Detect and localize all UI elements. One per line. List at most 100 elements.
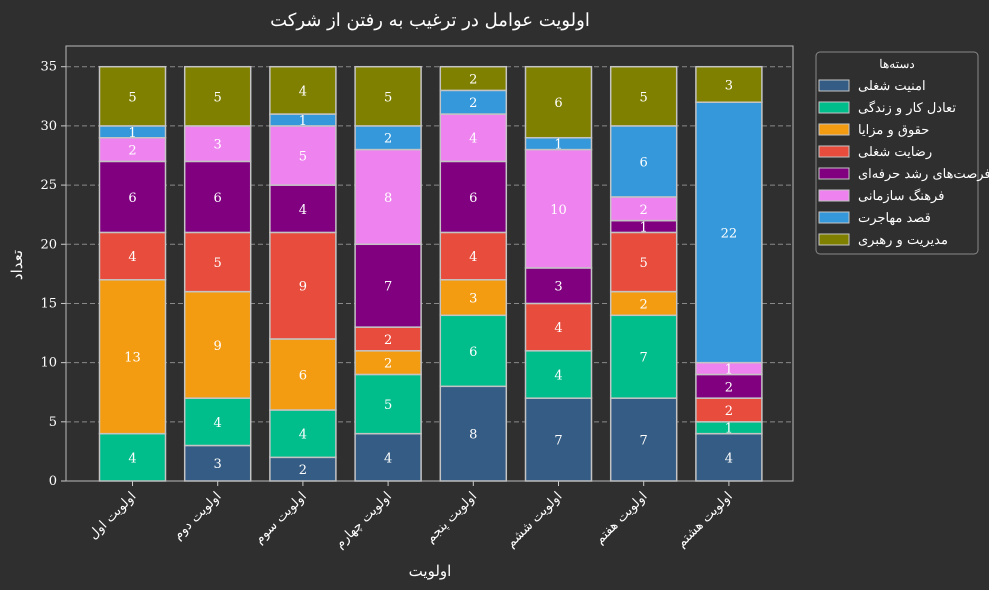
- bar-segment: [609, 125, 678, 198]
- bar-value-label: 4: [299, 84, 307, 99]
- bar-segment: [609, 314, 678, 399]
- bar-value-label: 4: [469, 132, 477, 147]
- bar-segment: [524, 148, 593, 269]
- bar-segment: [524, 65, 593, 139]
- bar-value-label: 6: [640, 155, 648, 170]
- bar-value-label: 2: [640, 203, 648, 218]
- bar-value-label: 5: [640, 256, 648, 271]
- bar-value-label: 5: [214, 90, 222, 105]
- bar-value-label: 5: [640, 90, 648, 105]
- x-axis-label: اولویت: [409, 562, 452, 580]
- bar-value-label: 9: [299, 280, 307, 295]
- bars: 4134621534956352469451445227825863464227…: [98, 65, 763, 482]
- bar-value-label: 1: [554, 138, 562, 153]
- bar-value-label: 2: [299, 463, 307, 478]
- bar-value-label: 2: [384, 333, 392, 348]
- bar-value-label: 6: [299, 368, 307, 383]
- bar-value-label: 7: [640, 434, 648, 449]
- bar-segment: [354, 373, 422, 435]
- bar-segment: [354, 432, 422, 482]
- bar-value-label: 2: [469, 96, 477, 111]
- bar-segment: [354, 65, 422, 127]
- legend-swatch: [818, 123, 850, 136]
- bar-value-label: 2: [640, 297, 648, 312]
- bar-value-label: 6: [128, 191, 136, 206]
- bar-value-label: 4: [469, 250, 477, 265]
- bar-value-label: 2: [725, 404, 733, 419]
- bar-segment: [439, 65, 508, 92]
- bar-value-label: 2: [384, 132, 392, 147]
- bar-segment: [695, 432, 763, 482]
- bar-value-label: 7: [640, 351, 648, 366]
- bar-segment: [269, 65, 337, 115]
- bar-segment: [439, 279, 508, 317]
- chart-title: اولویت عوامل در ترغیب به رفتن از شرکت: [270, 10, 590, 31]
- bar-segment: [269, 231, 337, 340]
- bar-segment: [98, 160, 167, 234]
- legend-swatch: [818, 101, 850, 114]
- bar-value-label: 4: [128, 250, 136, 265]
- y-tick-label: 5: [49, 415, 57, 430]
- bar-value-label: 4: [554, 368, 562, 383]
- bar-segment: [269, 409, 337, 459]
- legend-swatch: [818, 211, 850, 224]
- bar-segment: [98, 231, 167, 281]
- y-axis-ticks: 0 5 10 15 20 25 30 35: [40, 60, 66, 489]
- legend-entry-label: فرهنگ سازمانی: [858, 188, 944, 204]
- bar-segment: [183, 290, 252, 399]
- bar-value-label: 1: [128, 126, 136, 141]
- bar-segment: [269, 184, 337, 234]
- bar-value-label: 4: [214, 416, 222, 431]
- bar-segment: [98, 65, 167, 127]
- legend-entry-label: حقوق و مزایا: [858, 123, 929, 138]
- bar-value-label: 1: [725, 363, 733, 378]
- bar-segment: [524, 267, 593, 305]
- bar-segment: [695, 65, 763, 103]
- bar-segment: [269, 338, 337, 411]
- bar-value-label: 3: [214, 138, 222, 153]
- bar-segment: [439, 113, 508, 163]
- bar-value-label: 1: [299, 114, 307, 129]
- y-tick-label: 10: [40, 356, 57, 371]
- bar-value-label: 10: [550, 203, 567, 218]
- legend-swatch: [818, 167, 850, 180]
- bar-value-label: 3: [725, 78, 733, 93]
- bar-value-label: 4: [725, 451, 733, 466]
- legend-swatch: [818, 189, 850, 202]
- bar-segment: [98, 279, 167, 435]
- legend-entry-label: تعادل کار و زندگی: [858, 100, 956, 116]
- legend: دسته‌ها امنیت شغلی تعادل کار و زندگی حقوق و…: [815, 51, 989, 255]
- bar-segment: [183, 444, 252, 482]
- bar-value-label: 22: [721, 226, 738, 241]
- y-tick-label: 30: [40, 119, 57, 134]
- legend-entry-label: قصد مهاجرت: [858, 211, 931, 226]
- bar-segment: [98, 432, 167, 482]
- legend-entry-label: رضایت شغلی: [858, 145, 932, 160]
- bar-value-label: 3: [214, 457, 222, 472]
- bar-value-label: 4: [128, 451, 136, 466]
- bar-value-label: 1: [725, 422, 733, 437]
- y-tick-label: 25: [40, 178, 57, 193]
- bar-value-label: 1: [640, 221, 648, 236]
- bar-segment: [183, 65, 252, 127]
- legend-box: [815, 51, 979, 255]
- bar-value-label: 2: [725, 380, 733, 395]
- bar-value-label: 13: [124, 351, 141, 366]
- bar-value-label: 5: [128, 90, 136, 105]
- bar-value-label: 3: [554, 280, 562, 295]
- y-axis-label: تعداد: [8, 250, 26, 280]
- bar-segment: [354, 148, 422, 246]
- bar-segment: [439, 231, 508, 281]
- bar-value-label: 2: [469, 73, 477, 88]
- bar-value-label: 5: [299, 149, 307, 164]
- legend-entry-label: مدیریت و رهبری: [858, 233, 948, 248]
- bar-value-label: 5: [384, 90, 392, 105]
- bar-segment: [695, 101, 763, 364]
- y-tick-label: 0: [49, 474, 57, 489]
- bar-value-label: 8: [384, 191, 392, 206]
- bar-segment: [439, 160, 508, 234]
- bar-value-label: 6: [554, 96, 562, 111]
- bar-value-label: 4: [299, 203, 307, 218]
- bar-segment: [609, 65, 678, 127]
